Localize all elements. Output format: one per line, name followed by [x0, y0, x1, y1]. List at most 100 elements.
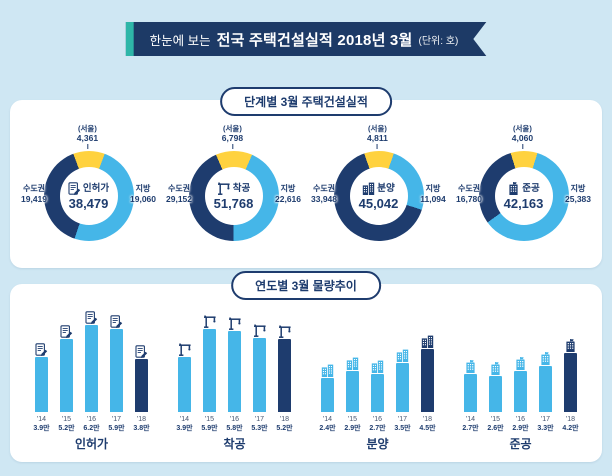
value-label: 3.8만	[133, 425, 150, 433]
bar-column	[81, 311, 102, 412]
bar-column	[174, 343, 195, 412]
bar	[278, 339, 291, 412]
bar-label: '18 5.2만	[274, 415, 295, 433]
year-label: '17	[540, 416, 551, 423]
donut-block-starts: (서울) 6,798 착공 51,768 수도권 29,152	[161, 124, 306, 264]
year-label: '15	[204, 416, 215, 423]
bar-label: '14 3.9만	[174, 415, 195, 433]
value-label: 5.2만	[58, 425, 75, 433]
bar-label: '17 5.3만	[249, 415, 270, 433]
donut-block-permits: (서울) 4,361 인허가 38,479 수도권 19,419	[16, 124, 161, 264]
bar-chart	[174, 310, 295, 412]
value-label: 2.7만	[369, 425, 386, 433]
capital-label: 수도권 29,152	[166, 184, 192, 204]
bar-labels: '14 2.4만 '15 2.9만 '16 2.7만 '17 3.5만 '18 4.5만	[317, 415, 438, 433]
year-label: '17	[397, 416, 408, 423]
bar-column	[106, 315, 127, 412]
bar-group-done: '14 2.7만 '15 2.6만 '16 2.9만 '17 3.3만 '18 4.2만 준공	[449, 310, 592, 456]
year-label: '16	[229, 416, 240, 423]
bar-label: '17 3.3만	[535, 415, 556, 433]
bar-column	[31, 343, 52, 412]
building-icon	[371, 360, 384, 374]
year-label: '15	[490, 416, 501, 423]
done-icon	[464, 360, 477, 374]
bar-chart-area: '14 3.9만 '15 5.2만 '16 6.2만 '17 5.9만 '18 3.8만 인허가 '1…	[10, 284, 602, 462]
value-label: 2.6만	[487, 425, 504, 433]
year-label: '17	[254, 416, 265, 423]
building-icon	[362, 182, 375, 195]
crane-icon	[253, 323, 267, 337]
total-value: 38,479	[68, 196, 109, 211]
value-label: 4.5만	[419, 425, 436, 433]
unit-label: (단위: 호)	[418, 35, 459, 47]
bar	[60, 339, 73, 412]
bar-column	[317, 364, 338, 412]
year-label: '14	[322, 416, 333, 423]
bar-label: '14 2.7만	[460, 415, 481, 433]
value-label: 4.2만	[562, 425, 579, 433]
permit-icon	[85, 311, 98, 325]
donut-chart-completions: 준공 42,163	[478, 151, 569, 241]
year-label: '18	[279, 416, 290, 423]
bar	[178, 357, 191, 412]
group-label: 착공	[223, 437, 246, 452]
stage-panel-header: 단계별 3월 주택건설실적	[220, 87, 392, 116]
bar-column	[535, 351, 556, 412]
bar-column	[342, 357, 363, 412]
bar-column	[460, 360, 481, 412]
bar-label: '14 2.4만	[317, 415, 338, 433]
bar-column	[510, 357, 531, 412]
bar	[371, 374, 384, 412]
year-label: '18	[136, 416, 147, 423]
group-label: 분양	[366, 437, 389, 452]
crane-icon	[178, 343, 192, 357]
year-label: '14	[179, 416, 190, 423]
bar-column	[131, 345, 152, 412]
capital-label: 수도권 16,780	[456, 184, 482, 204]
donut-center: 착공 51,768	[204, 167, 263, 225]
title-ribbon: 한눈에 보는 전국 주택건설실적 2018년 3월 (단위: 호)	[126, 22, 487, 56]
permit-icon	[135, 345, 148, 358]
bar-label: '16 6.2만	[81, 415, 102, 433]
donut-area: (서울) 4,361 인허가 38,479 수도권 19,419	[10, 100, 602, 268]
bar-labels: '14 2.7만 '15 2.6만 '16 2.9만 '17 3.3만 '18 4.2만	[460, 415, 581, 433]
bar	[253, 337, 266, 412]
title-prefix: 한눈에 보는	[149, 33, 211, 48]
bar-chart	[317, 310, 438, 412]
bar-label: '15 2.9만	[342, 415, 363, 433]
donut-chart-starts: 착공 51,768	[188, 151, 279, 241]
value-label: 2.4만	[319, 425, 336, 433]
local-label: 지방 22,616	[275, 184, 301, 204]
donut-center: 인허가 38,479	[59, 167, 118, 225]
donut-chart-permits: 인허가 38,479	[43, 151, 134, 241]
value-label: 5.9만	[108, 425, 125, 433]
value-label: 5.2만	[276, 425, 293, 433]
bar	[346, 371, 359, 412]
seoul-callout: (서울) 4,811	[367, 124, 388, 149]
bar	[135, 358, 148, 412]
building-icon	[321, 364, 334, 378]
permit-icon	[68, 182, 81, 195]
year-label: '15	[347, 416, 358, 423]
bar-column	[224, 316, 245, 412]
bar-label: '16 5.8만	[224, 415, 245, 433]
group-label: 준공	[509, 437, 532, 452]
bar-chart	[460, 310, 581, 412]
crane-icon	[278, 325, 292, 339]
donut-center: 분양 45,042	[349, 167, 408, 225]
bar	[564, 353, 577, 412]
building-icon	[396, 349, 409, 362]
value-label: 2.7만	[462, 425, 479, 433]
bar-labels: '14 3.9만 '15 5.2만 '16 6.2만 '17 5.9만 '18 3.8만	[31, 415, 152, 433]
bar-label: '18 3.8만	[131, 415, 152, 433]
page-title: 전국 주택건설실적 2018년 3월	[216, 31, 413, 49]
done-icon	[564, 339, 577, 353]
year-label: '16	[515, 416, 526, 423]
crane-icon	[217, 182, 231, 195]
crane-icon	[228, 316, 242, 330]
value-label: 3.9만	[33, 425, 50, 433]
building-icon	[421, 335, 434, 348]
bar	[228, 330, 241, 412]
crane-icon	[203, 315, 217, 329]
